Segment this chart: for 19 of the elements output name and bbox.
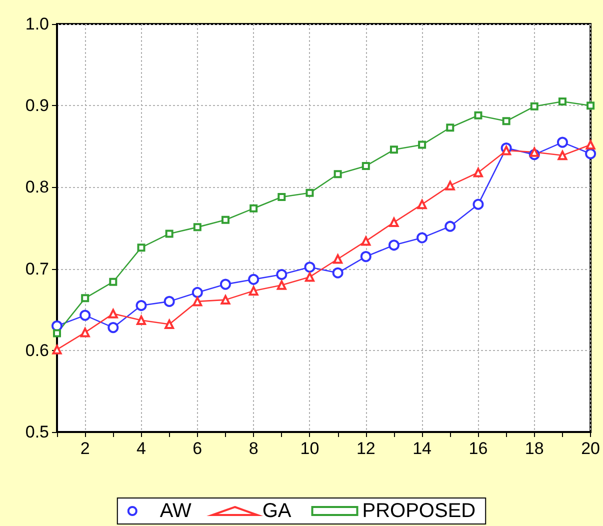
y-tick-label: 0.6 bbox=[25, 340, 49, 360]
legend-label: PROPOSED bbox=[362, 500, 476, 522]
legend-label: AW bbox=[160, 500, 192, 522]
x-tick-label: 10 bbox=[300, 439, 320, 458]
x-tick-label: 18 bbox=[524, 439, 544, 458]
legend-label: GA bbox=[262, 500, 292, 522]
y-tick-label: 0.8 bbox=[25, 178, 49, 197]
x-tick-label: 8 bbox=[248, 439, 258, 458]
x-tick-label: 16 bbox=[468, 439, 488, 458]
x-tick-label: 2 bbox=[80, 439, 90, 458]
x-tick-label: 4 bbox=[136, 439, 146, 458]
y-tick-label: 0.9 bbox=[25, 96, 49, 116]
y-tick-label: 0.7 bbox=[25, 259, 49, 278]
y-tick-label: 0.5 bbox=[25, 422, 49, 442]
x-tick-label: 6 bbox=[192, 439, 202, 458]
x-tick-label: 20 bbox=[581, 439, 600, 458]
x-tick-label: 14 bbox=[412, 439, 432, 458]
y-tick-label: 1.0 bbox=[25, 14, 49, 34]
x-tick-label: 12 bbox=[356, 439, 376, 458]
